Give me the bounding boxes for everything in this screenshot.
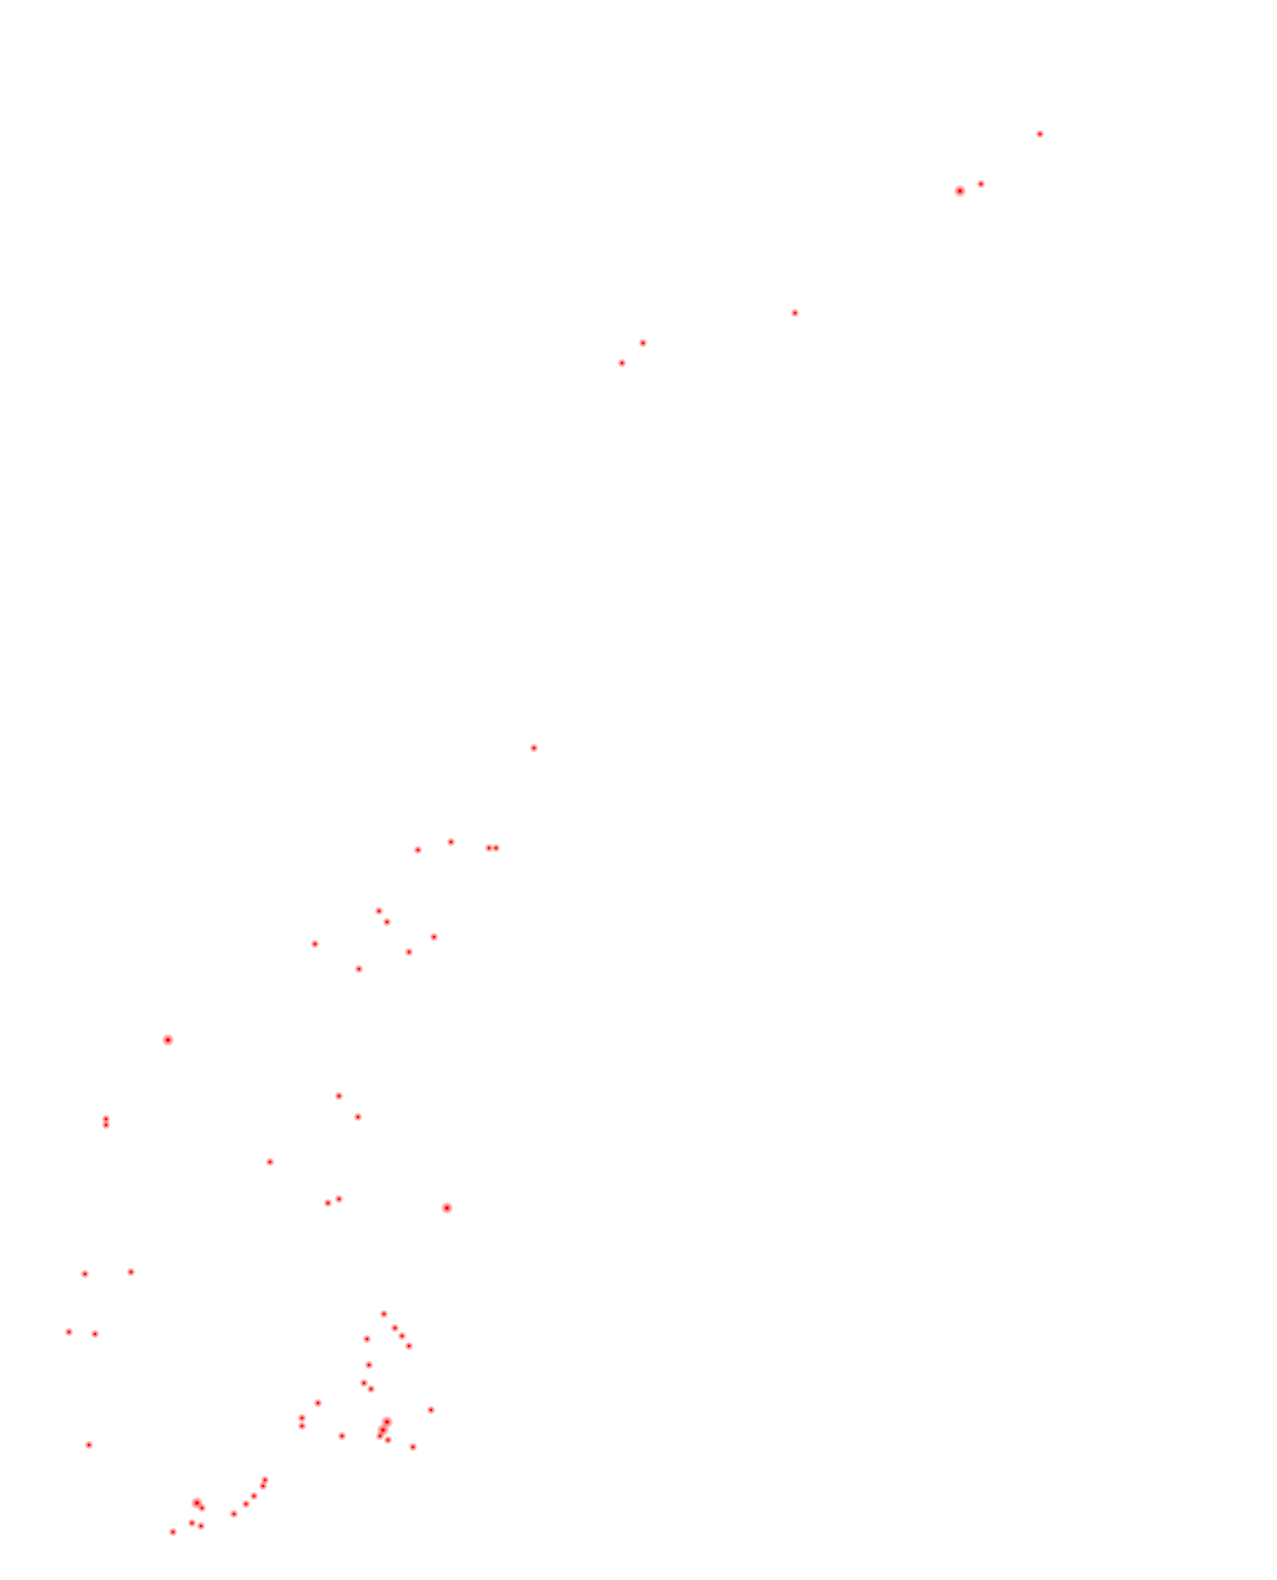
- heat-point-core: [88, 1444, 90, 1446]
- heat-point-core: [341, 1435, 343, 1437]
- heat-point-core: [68, 1331, 70, 1333]
- heat-point-core: [642, 342, 644, 344]
- heat-point-core: [201, 1507, 203, 1509]
- heat-point-core: [387, 1439, 389, 1441]
- heat-point-core: [301, 1417, 303, 1419]
- heat-point-core: [358, 968, 360, 970]
- heat-point-core: [195, 1501, 199, 1505]
- heat-point-core: [105, 1124, 107, 1126]
- heat-point-core: [338, 1198, 340, 1200]
- heat-point-core: [105, 1118, 107, 1120]
- heat-point-core: [408, 1345, 410, 1347]
- heat-point-core: [370, 1388, 372, 1390]
- heat-point-core: [430, 1409, 432, 1411]
- heat-point-core: [264, 1479, 266, 1481]
- heat-point-core: [488, 847, 490, 849]
- heat-point-core: [445, 1206, 449, 1210]
- heat-point-core: [417, 849, 419, 851]
- heat-point-core: [412, 1446, 414, 1448]
- heat-point-core: [172, 1531, 174, 1533]
- heat-point-core: [980, 183, 982, 185]
- heat-point-core: [386, 921, 388, 923]
- heat-point-core: [301, 1425, 303, 1427]
- heat-point-core: [94, 1333, 96, 1335]
- heat-point-core: [533, 747, 535, 749]
- heat-point-core: [450, 841, 452, 843]
- heat-point-core: [327, 1202, 329, 1204]
- heat-point-core: [245, 1503, 247, 1505]
- heat-point-core: [269, 1161, 271, 1163]
- heat-point-core: [621, 362, 623, 364]
- heat-point-core: [433, 936, 435, 938]
- heat-point-core: [253, 1495, 255, 1497]
- heat-point-core: [385, 1420, 389, 1424]
- heat-point-core: [233, 1513, 235, 1515]
- heat-point-core: [84, 1273, 86, 1275]
- heat-point-core: [357, 1116, 359, 1118]
- heat-point-core: [408, 951, 410, 953]
- heat-point-core: [401, 1335, 403, 1337]
- heat-point-core: [317, 1402, 319, 1404]
- heat-point-core: [381, 1428, 385, 1432]
- heat-point-core: [130, 1271, 132, 1273]
- heat-point-core: [262, 1485, 264, 1487]
- heat-point-core: [383, 1313, 385, 1315]
- heat-point-core: [366, 1338, 368, 1340]
- heat-point-core: [1039, 133, 1041, 135]
- heat-point-core: [363, 1382, 365, 1384]
- heat-point-core: [191, 1522, 193, 1524]
- heat-point-core: [314, 943, 316, 945]
- heat-point-core: [394, 1327, 396, 1329]
- heat-point-core: [338, 1095, 340, 1097]
- heat-point-core: [495, 847, 497, 849]
- heat-point-core: [200, 1525, 202, 1527]
- heat-point-core: [379, 1435, 381, 1437]
- heat-point-core: [958, 189, 962, 193]
- heat-point-core: [794, 312, 796, 314]
- heat-point-core: [378, 910, 380, 912]
- heat-point-core: [368, 1364, 370, 1366]
- heat-point-core: [166, 1038, 170, 1042]
